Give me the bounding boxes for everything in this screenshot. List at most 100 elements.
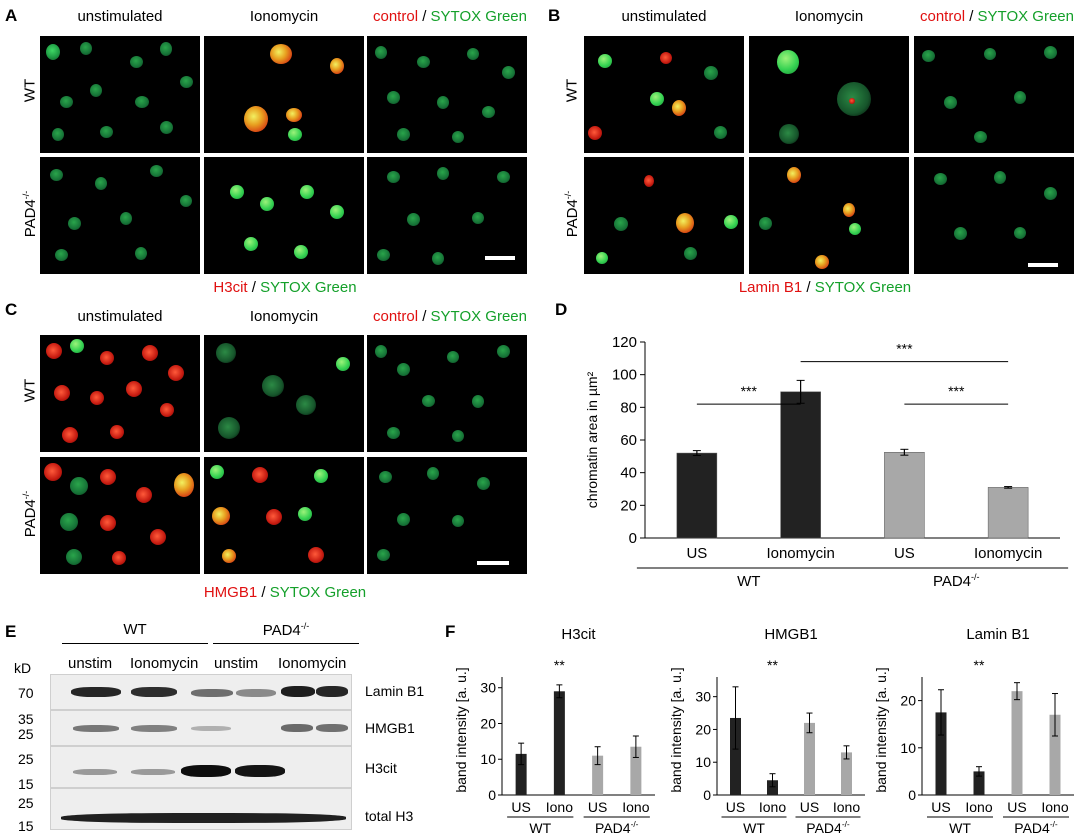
group-label: WT xyxy=(737,573,760,590)
significance-label: *** xyxy=(948,383,965,399)
bar xyxy=(553,691,565,795)
micrograph-c-wt-iono xyxy=(204,335,364,452)
col-header-unstimulated: unstimulated xyxy=(77,8,163,25)
row-label-pad4: PAD4-/- xyxy=(563,190,581,238)
micrograph-b-wt-unstim xyxy=(584,36,744,153)
bar xyxy=(767,780,778,795)
significance-label: ** xyxy=(974,657,985,673)
stain-legend-b: Lamin B1 / SYTOX Green xyxy=(690,279,960,296)
row-label-pad4: PAD4-/- xyxy=(21,190,39,238)
category-label: US xyxy=(686,545,707,562)
micrograph-c-pad4-iono xyxy=(204,457,364,574)
kd-title: kD xyxy=(14,660,32,676)
blot-lamin-b1 xyxy=(50,674,352,710)
bar xyxy=(515,753,527,795)
group-label: WT xyxy=(949,820,971,836)
col-header-control-sytox: control / SYTOX Green xyxy=(912,8,1082,25)
chart-d-chromatin-area: 0 20 40 60 80 100 120 chromatin area in µm² US Io… xyxy=(584,334,1069,590)
kd-mark: 35 xyxy=(18,711,34,727)
blot-group-line-wt xyxy=(62,643,208,644)
micrograph-c-pad4-control xyxy=(367,457,527,574)
chart-f-h3cit: H3cit 0 10 20 30 band intensity [a. u.] US Iono… xyxy=(453,626,655,836)
blot-h3cit xyxy=(50,746,352,788)
category-label: US xyxy=(588,799,607,815)
sytox-word: SYTOX Green xyxy=(814,279,912,296)
panel-label-d: D xyxy=(555,300,568,319)
category-label: Iono xyxy=(759,799,786,815)
category-label: US xyxy=(931,799,950,815)
bar xyxy=(973,771,985,795)
micrograph-c-wt-unstim xyxy=(40,335,200,452)
category-label: US xyxy=(511,799,530,815)
bar xyxy=(730,717,741,795)
group-label: PAD4-/- xyxy=(1014,819,1058,836)
y-tick-label: 100 xyxy=(612,367,637,384)
scale-bar xyxy=(477,561,509,565)
y-tick-label: 0 xyxy=(908,787,916,803)
kd-mark: 70 xyxy=(18,685,34,701)
bar xyxy=(780,391,821,539)
scale-bar xyxy=(485,256,515,260)
significance-label: *** xyxy=(741,383,758,399)
panel-label-f: F xyxy=(445,622,456,641)
row-label-wt: WT xyxy=(21,78,39,103)
chart-title: Lamin B1 xyxy=(966,626,1029,643)
kd-mark: 15 xyxy=(18,818,34,834)
col-header-ionomycin: Ionomycin xyxy=(249,308,319,325)
kd-mark: 25 xyxy=(18,795,34,811)
col-header-ionomycin: Ionomycin xyxy=(249,8,319,25)
chart-title: HMGB1 xyxy=(764,626,817,643)
row-label-pad4: PAD4-/- xyxy=(21,490,39,538)
sytox-word: SYTOX Green xyxy=(269,584,367,601)
micrograph-c-wt-control xyxy=(367,335,527,452)
kd-mark: 25 xyxy=(18,726,34,742)
micrograph-a-wt-unstim xyxy=(40,36,200,153)
group-label: PAD4-/- xyxy=(933,572,980,590)
y-tick-label: 10 xyxy=(480,751,496,767)
micrograph-b-pad4-iono xyxy=(749,157,909,274)
bar xyxy=(841,752,852,795)
micrograph-a-wt-iono xyxy=(204,36,364,153)
y-tick-label: 80 xyxy=(620,399,637,416)
blot-group-line-pad4 xyxy=(213,643,359,644)
blot-subgroup-ionomycin: Ionomycin xyxy=(130,655,199,672)
micrograph-b-wt-control xyxy=(914,36,1074,153)
panel-label-c: C xyxy=(5,300,18,319)
y-tick-label: 0 xyxy=(703,787,711,803)
y-tick-label: 20 xyxy=(900,693,916,709)
sytox-word: SYTOX Green xyxy=(430,8,527,25)
row-label-wt: WT xyxy=(563,78,581,103)
micrograph-b-pad4-control xyxy=(914,157,1074,274)
sytox-word: SYTOX Green xyxy=(977,8,1074,25)
slash: / xyxy=(422,8,427,25)
y-tick-label: 20 xyxy=(695,721,711,737)
slash: / xyxy=(969,8,974,25)
y-tick-label: 0 xyxy=(488,787,496,803)
col-header-control-sytox: control / SYTOX Green xyxy=(365,8,535,25)
group-label: WT xyxy=(529,820,551,836)
micrograph-a-pad4-control xyxy=(367,157,527,274)
category-label: US xyxy=(726,799,745,815)
category-label: US xyxy=(800,799,819,815)
stain-legend-a: H3cit / SYTOX Green xyxy=(150,279,420,296)
slash: / xyxy=(806,279,811,296)
micrograph-a-pad4-unstim xyxy=(40,157,200,274)
blot-total-h3 xyxy=(50,788,352,830)
bar xyxy=(987,487,1029,539)
y-tick-label: 20 xyxy=(620,497,637,514)
y-tick-label: 30 xyxy=(695,689,711,705)
kd-mark: 15 xyxy=(18,776,34,792)
chart-f-hmgb1: HMGB1 0 10 20 30 band intensity [a. u.] US Iono… xyxy=(668,626,865,836)
stain-legend-c: HMGB1 / SYTOX Green xyxy=(150,584,420,601)
control-word: control xyxy=(920,8,966,25)
significance-label: *** xyxy=(896,341,913,357)
y-axis-label: band intensity [a. u.] xyxy=(668,667,684,792)
blot-group-pad4: PAD4-/- xyxy=(262,621,310,639)
y-tick-label: 20 xyxy=(480,715,496,731)
bar xyxy=(592,755,604,795)
blot-label-h3cit: H3cit xyxy=(365,760,397,776)
chart-f-lamin-b1: Lamin B1 0 10 20 band intensity [a. u.] US Ion… xyxy=(873,626,1074,836)
sytox-word: SYTOX Green xyxy=(430,308,527,325)
panel-label-e: E xyxy=(5,622,17,641)
micrograph-c-pad4-unstim xyxy=(40,457,200,574)
